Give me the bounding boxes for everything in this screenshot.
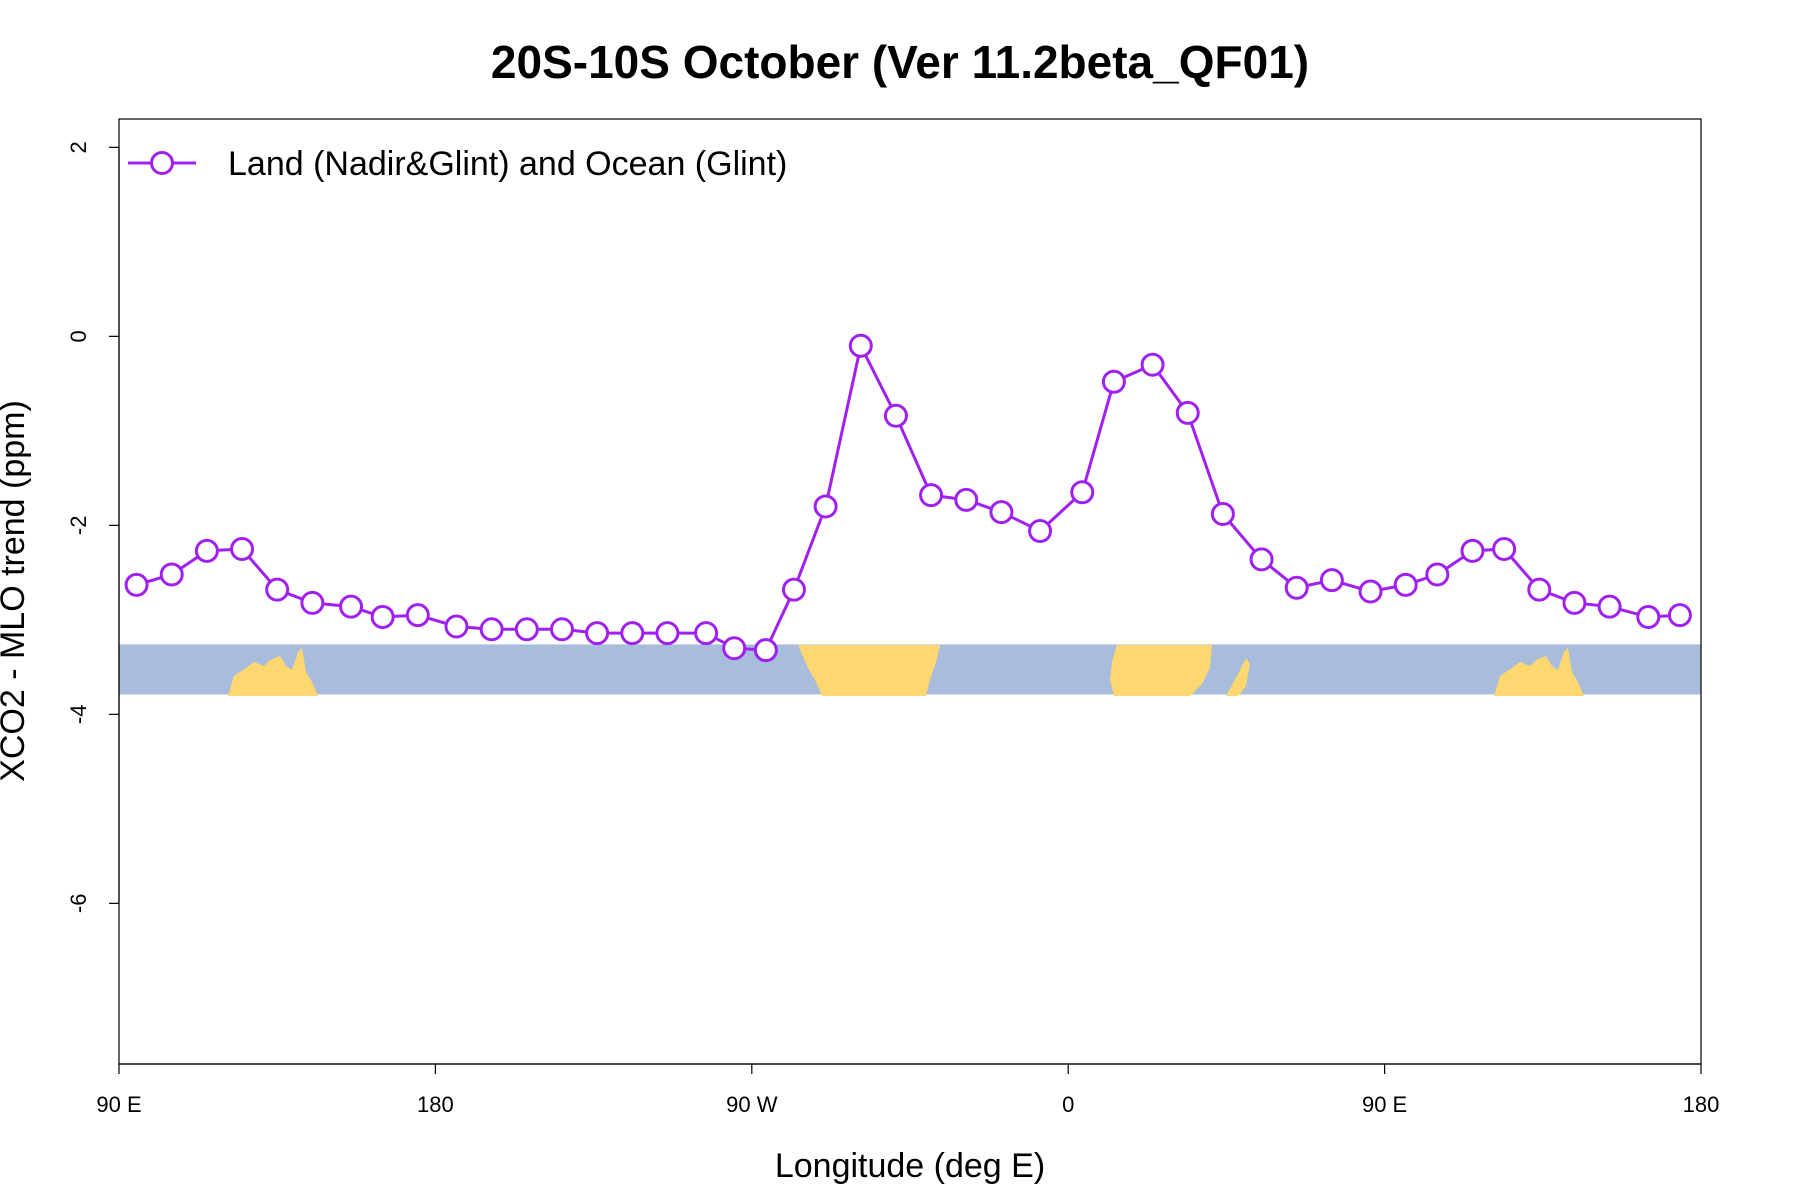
land-south-america (798, 645, 940, 696)
y-tick-label: -2 (66, 516, 91, 536)
data-point (479, 617, 504, 642)
data-point (655, 621, 680, 646)
data-point (1284, 575, 1309, 600)
map-strip (119, 644, 1701, 696)
data-point (954, 487, 979, 512)
data-point (1358, 579, 1383, 604)
y-tick-label: 2 (66, 141, 91, 153)
x-axis: 90 E 180 90 W 0 90 E 180 (96, 1063, 1720, 1117)
data-point (620, 621, 645, 646)
data-point (1527, 577, 1552, 602)
data-point (405, 603, 430, 628)
data-point (1393, 572, 1418, 597)
x-tick-label: 180 (1683, 1092, 1720, 1117)
data-point (1492, 536, 1517, 561)
data-point (1070, 480, 1095, 505)
legend-marker (150, 151, 174, 175)
series-line (136, 341, 1680, 652)
y-tick-label: 0 (66, 330, 91, 342)
x-tick-label: 90 W (726, 1092, 778, 1117)
series-group (124, 333, 1692, 663)
x-tick-label: 90 E (1362, 1092, 1407, 1117)
data-point (1562, 590, 1587, 615)
land-australia-2 (1494, 648, 1584, 696)
y-axis-title: XCO2 - MLO trend (ppm) (0, 400, 32, 782)
data-point (514, 617, 539, 642)
data-point (1175, 400, 1200, 425)
data-point (989, 500, 1014, 525)
data-point (370, 605, 395, 630)
data-point (848, 333, 873, 358)
land-madagascar (1226, 658, 1250, 696)
data-point (585, 621, 610, 646)
data-point (694, 621, 719, 646)
data-point (265, 577, 290, 602)
data-point (1028, 519, 1053, 544)
data-point (883, 403, 908, 428)
y-tick-label: -6 (66, 894, 91, 914)
y-axis: 2 0 -2 -4 -6 (66, 141, 120, 914)
data-point (813, 494, 838, 519)
data-point (1597, 594, 1622, 619)
data-point (1101, 369, 1126, 394)
data-point (300, 590, 325, 615)
x-tick-label: 0 (1062, 1092, 1074, 1117)
data-point (1319, 568, 1344, 593)
data-point (444, 614, 469, 639)
x-tick-label: 90 E (96, 1092, 141, 1117)
data-point (1460, 538, 1485, 563)
data-point (1210, 502, 1235, 527)
land-australia (228, 648, 318, 696)
plot-frame (118, 118, 1702, 1065)
data-point (1667, 603, 1692, 628)
land-africa (1110, 645, 1212, 696)
data-point (1425, 562, 1450, 587)
data-point (1249, 547, 1274, 572)
y-tick-label: -4 (66, 705, 91, 725)
data-point (781, 577, 806, 602)
x-axis-title: Longitude (deg E) (775, 1147, 1045, 1185)
data-point (194, 538, 219, 563)
data-point (159, 562, 184, 587)
data-point (919, 483, 944, 508)
x-tick-label: 180 (417, 1092, 454, 1117)
data-point (1140, 352, 1165, 377)
chart-title: 20S-10S October (Ver 11.2beta_QF01) (491, 36, 1309, 88)
data-point (722, 636, 747, 661)
data-point (753, 638, 778, 663)
data-point (124, 572, 149, 597)
data-point (230, 536, 255, 561)
legend-label: Land (Nadir&Glint) and Ocean (Glint) (228, 145, 787, 183)
data-point (1636, 605, 1661, 630)
data-point (339, 594, 364, 619)
legend: Land (Nadir&Glint) and Ocean (Glint) (128, 145, 787, 183)
data-point (549, 617, 574, 642)
